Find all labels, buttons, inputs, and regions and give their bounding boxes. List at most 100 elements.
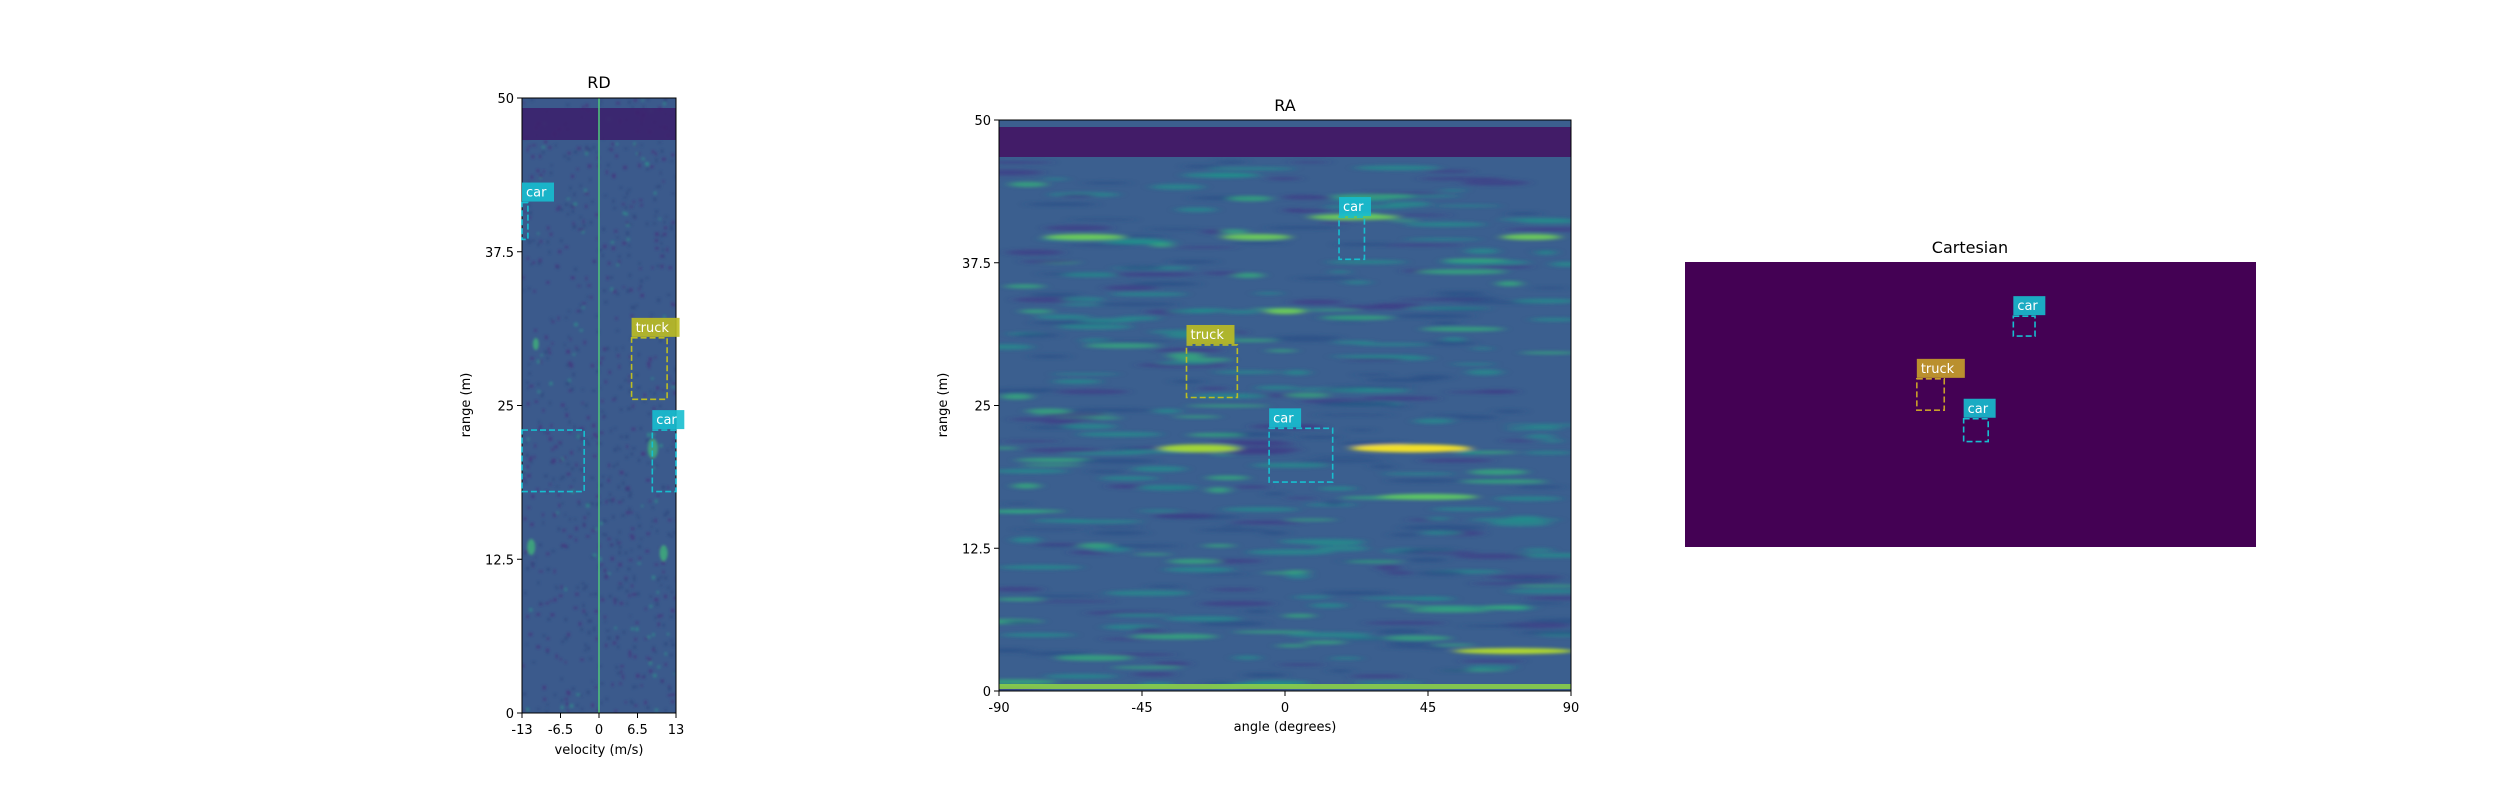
ra-x-axis-label: angle (degrees) [1234,720,1337,735]
ra-streak [1200,600,1274,607]
rd-noise-pixel [604,380,608,384]
ra-streak [1187,433,1245,437]
ra-streak [1221,524,1244,528]
rd-noise-pixel [530,522,534,527]
rd-noise-pixel [655,598,659,602]
rd-noise-pixel [606,347,610,351]
rd-noise-pixel [637,544,642,549]
rd-noise-pixel [593,527,598,531]
ra-streak [1147,228,1204,231]
rd-noise-pixel [577,503,582,506]
rd-noise-pixel [632,592,637,596]
ra-streak [1003,620,1039,624]
rd-noise-pixel [541,150,545,154]
rd-noise-pixel [559,208,564,212]
rd-noise-pixel [601,227,606,232]
rd-noise-pixel [629,699,633,704]
rd-noise-pixel [523,210,527,214]
rd-noise-pixel [579,467,582,471]
ra-streak [1111,272,1197,277]
rd-noise-pixel [566,212,570,216]
rd-noise-pixel [614,709,618,713]
rd-y-tick-label: 0 [506,707,514,722]
ra-car-label: car [1273,411,1294,426]
rd-noise-pixel [648,660,653,665]
rd-noise-pixel [633,142,636,146]
rd-noise-pixel [610,147,614,152]
rd-noise-pixel [560,698,564,702]
rd-noise-pixel [617,260,621,264]
rd-noise-pixel [623,165,627,170]
rd-noise-pixel [555,654,558,659]
rd-noise-pixel [577,228,581,231]
ra-streak [1003,440,1061,443]
rd-noise-pixel [613,396,618,399]
rd-noise-pixel [614,229,618,233]
ra-streak [1283,370,1311,376]
rd-noise-pixel [619,186,623,189]
ra-car-box [1268,427,1334,483]
rd-noise-pixel [624,578,628,582]
rd-noise-pixel [549,381,553,386]
ra-y-tick-label: 12.5 [962,542,991,557]
rd-noise-pixel [570,387,575,392]
rd-noise-pixel [610,543,614,546]
rd-y-tick-label: 12.5 [485,553,514,568]
rd-noise-pixel [590,200,594,204]
rd-noise-pixel [577,428,581,431]
rd-noise-pixel [536,382,540,386]
ra-streak [1419,177,1506,181]
rd-noise-pixel [630,305,635,310]
rd-noise-pixel [528,457,532,462]
rd-noise-pixel [639,426,643,431]
ra-streak [1091,525,1142,528]
rd-noise-pixel [553,569,556,574]
rd-noise-pixel [545,710,549,713]
ra-streak [1466,665,1516,670]
ra-streak [1310,603,1347,608]
rd-noise-pixel [641,99,644,102]
rd-noise-pixel [609,492,612,497]
ra-bright-streak [1500,234,1561,241]
rd-noise-pixel [531,661,536,664]
rd-noise-pixel [550,164,553,167]
ra-streak [1233,485,1270,489]
rd-noise-pixel [556,511,559,514]
rd-noise-pixel [626,221,629,225]
rd-noise-pixel [595,502,599,507]
rd-noise-pixel [633,655,637,659]
rd-noise-pixel [657,665,661,669]
rd-noise-pixel [629,288,633,292]
rd-noise-pixel [591,529,596,533]
rd-noise-pixel [595,637,598,641]
rd-noise-pixel [658,217,661,221]
rd-noise-pixel [612,199,615,203]
rd-noise-pixel [567,472,571,476]
rd-noise-pixel [570,704,574,708]
ra-streak [1111,666,1183,669]
rd-noise-pixel [584,204,588,209]
ra-streak [1207,167,1295,171]
rd-noise-pixel [581,402,584,405]
rd-noise-pixel [627,406,631,411]
rd-noise-pixel [592,628,596,632]
rd-noise-pixel [582,302,587,305]
rd-noise-pixel [531,239,536,242]
rd-noise-pixel [625,602,629,606]
rd-noise-pixel [551,458,556,463]
rd-noise-pixel [628,507,632,512]
ra-streak [1068,218,1136,221]
ra-streak [1133,627,1161,632]
rd-bright-spot [647,438,658,459]
rd-noise-pixel [606,163,610,167]
rd-noise-pixel [561,457,564,462]
ra-x-tick-label: -90 [988,701,1009,716]
ra-y-tick-label: 37.5 [962,257,991,272]
rd-noise-pixel [671,382,676,386]
ra-streak [1026,594,1098,598]
rd-noise-pixel [553,597,557,602]
ra-streak [1078,458,1158,464]
rd-noise-pixel [613,448,618,452]
ra-streak [1386,640,1433,646]
rd-noise-pixel [578,309,583,313]
